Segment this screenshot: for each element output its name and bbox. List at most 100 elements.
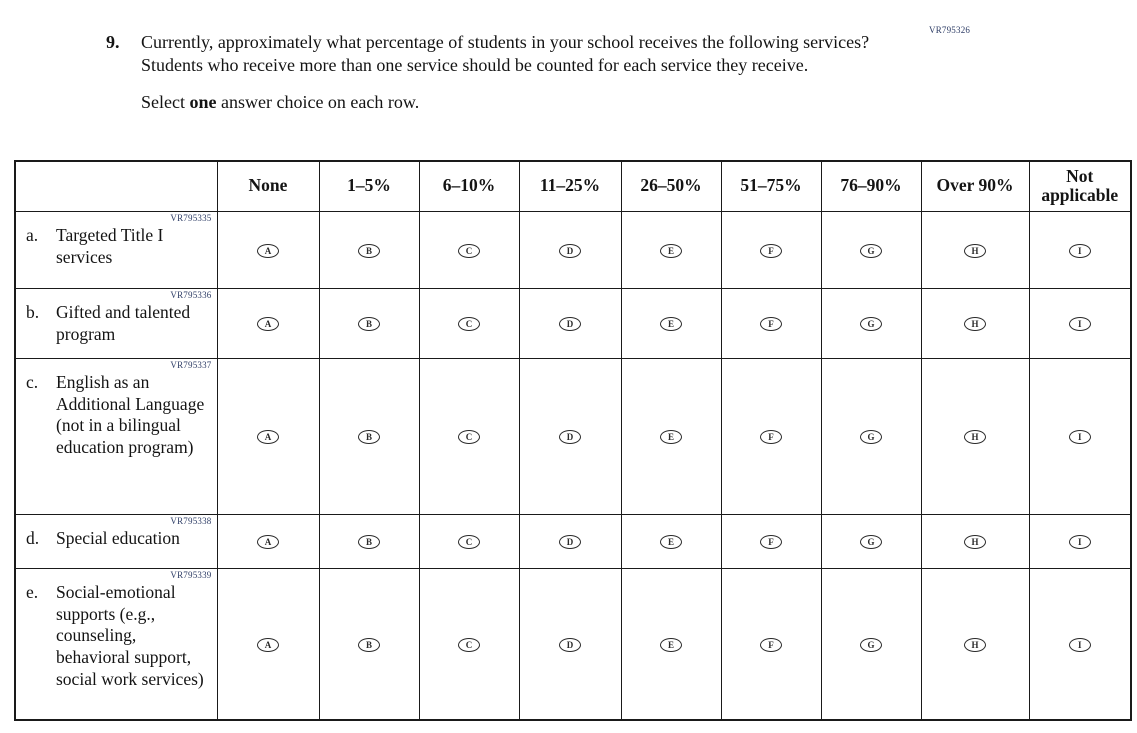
answer-cell: C (418, 567, 520, 721)
answer-bubble-d-E[interactable]: E (660, 535, 682, 549)
answer-bubble-e-G[interactable]: G (860, 637, 882, 652)
row-label: b. Gifted and talented program (26, 302, 213, 345)
table-row-c: VR795337 c. English as an Additional Langu… (14, 357, 1132, 515)
row-header-cell: VR795336 b. Gifted and talented program (14, 287, 218, 359)
answer-bubble-c-A[interactable]: A (257, 430, 279, 444)
answer-cell: I (1028, 357, 1132, 515)
answer-bubble-a-G[interactable]: G (860, 243, 882, 258)
answer-bubble-d-A[interactable]: A (257, 535, 279, 549)
answer-bubble-a-F[interactable]: F (760, 243, 782, 258)
column-header-2: 1–5% (318, 160, 420, 212)
answer-bubble-d-D[interactable]: D (559, 535, 581, 549)
answer-cell: D (518, 567, 622, 721)
answer-cell: B (318, 567, 420, 721)
table-row-d: VR795338 d. Special education A B C D E F G H I (14, 513, 1132, 569)
answer-bubble-c-I[interactable]: I (1068, 430, 1091, 444)
answer-bubble-e-A[interactable]: A (257, 637, 279, 652)
answer-bubble-e-H[interactable]: H (964, 637, 986, 652)
answer-bubble-d-B[interactable]: B (358, 535, 380, 549)
answer-bubble-b-B[interactable]: B (358, 317, 380, 331)
answer-bubble-a-C[interactable]: C (458, 243, 480, 258)
answer-bubble-a-E[interactable]: E (660, 243, 682, 258)
row-vr-code: VR795338 (170, 515, 212, 526)
row-label-text: Special education (56, 527, 180, 548)
column-header-7: 76–90% (820, 160, 922, 212)
answer-cell: H (920, 287, 1030, 359)
answer-cell: F (720, 210, 822, 289)
answer-cell: A (216, 513, 320, 569)
answer-bubble-d-F[interactable]: F (760, 535, 782, 549)
answer-cell: F (720, 567, 822, 721)
answer-bubble-b-D[interactable]: D (559, 317, 581, 331)
answer-bubble-d-G[interactable]: G (860, 535, 882, 549)
answer-cell: G (820, 210, 922, 289)
answer-bubble-c-B[interactable]: B (358, 430, 380, 444)
answer-bubble-e-I[interactable]: I (1068, 637, 1091, 652)
answer-cell: D (518, 513, 622, 569)
answer-cell: E (620, 513, 722, 569)
answer-bubble-c-D[interactable]: D (559, 430, 581, 444)
row-label-text: Social-emotional supports (e.g., counsel… (56, 581, 204, 689)
answer-bubble-d-I[interactable]: I (1068, 535, 1091, 549)
answer-bubble-a-D[interactable]: D (559, 243, 581, 258)
row-letter: c. (26, 371, 39, 392)
row-header-cell: VR795339 e. Social-emotional supports (e.g… (14, 567, 218, 721)
answer-bubble-b-A[interactable]: A (257, 317, 279, 331)
answer-bubble-c-C[interactable]: C (458, 430, 480, 444)
answer-bubble-e-C[interactable]: C (458, 637, 480, 652)
answer-cell: E (620, 357, 722, 515)
answer-cell: H (920, 513, 1030, 569)
answer-bubble-b-H[interactable]: H (964, 317, 986, 331)
row-header-cell: VR795338 d. Special education (14, 513, 218, 569)
answer-bubble-b-G[interactable]: G (860, 317, 882, 331)
row-letter: d. (26, 527, 40, 548)
row-vr-code: VR795335 (170, 212, 212, 223)
answer-bubble-b-F[interactable]: F (760, 317, 782, 331)
row-letter: b. (26, 301, 40, 322)
answer-bubble-c-H[interactable]: H (964, 430, 986, 444)
answer-cell: F (720, 357, 822, 515)
answer-bubble-c-F[interactable]: F (760, 430, 782, 444)
answer-cell: I (1028, 210, 1132, 289)
answer-cell: F (720, 513, 822, 569)
table-row-b: VR795336 b. Gifted and talented program A B C… (14, 287, 1132, 359)
answer-bubble-e-B[interactable]: B (358, 637, 380, 652)
answer-cell: B (318, 287, 420, 359)
answer-cell: G (820, 567, 922, 721)
question-instruction: Select one answer choice on each row. (141, 92, 886, 113)
answer-cell: I (1028, 287, 1132, 359)
answer-bubble-e-D[interactable]: D (559, 637, 581, 652)
answer-cell: D (518, 287, 622, 359)
header-row: None 1–5% 6–10% 11–25% 26–50% 51–75% 76–90% Ove… (14, 160, 1132, 212)
answer-cell: B (318, 210, 420, 289)
answer-bubble-e-E[interactable]: E (660, 637, 682, 652)
answer-bubble-c-E[interactable]: E (660, 430, 682, 444)
column-header-8: Over 90% (920, 160, 1030, 212)
answer-bubble-c-G[interactable]: G (860, 430, 882, 444)
answer-bubble-a-A[interactable]: A (257, 243, 279, 258)
row-label: c. English as an Additional Language (not… (26, 372, 213, 459)
answer-cell: E (620, 210, 722, 289)
column-header-4: 11–25% (518, 160, 622, 212)
column-header-6: 51–75% (720, 160, 822, 212)
answer-bubble-a-I[interactable]: I (1068, 243, 1091, 258)
answer-bubble-e-F[interactable]: F (760, 637, 782, 652)
answer-grid-table: None 1–5% 6–10% 11–25% 26–50% 51–75% 76–90% Ove… (14, 160, 1132, 721)
answer-bubble-b-I[interactable]: I (1068, 317, 1091, 331)
answer-cell: H (920, 357, 1030, 515)
answer-bubble-b-E[interactable]: E (660, 317, 682, 331)
column-header-3: 6–10% (418, 160, 520, 212)
instruction-suffix: answer choice on each row. (216, 91, 420, 112)
answer-bubble-a-H[interactable]: H (964, 243, 986, 258)
answer-bubble-d-C[interactable]: C (458, 535, 480, 549)
row-vr-code: VR795337 (170, 359, 212, 370)
answer-bubble-a-B[interactable]: B (358, 243, 380, 258)
answer-bubble-b-C[interactable]: C (458, 317, 480, 331)
answer-bubble-d-H[interactable]: H (964, 535, 986, 549)
answer-cell: E (620, 567, 722, 721)
answer-cell: I (1028, 513, 1132, 569)
row-label: d. Special education (26, 528, 213, 550)
table-row-e: VR795339 e. Social-emotional supports (e.g… (14, 567, 1132, 721)
question-number: 9. (106, 32, 120, 52)
question-text: Currently, approximately what percentage… (141, 32, 870, 76)
